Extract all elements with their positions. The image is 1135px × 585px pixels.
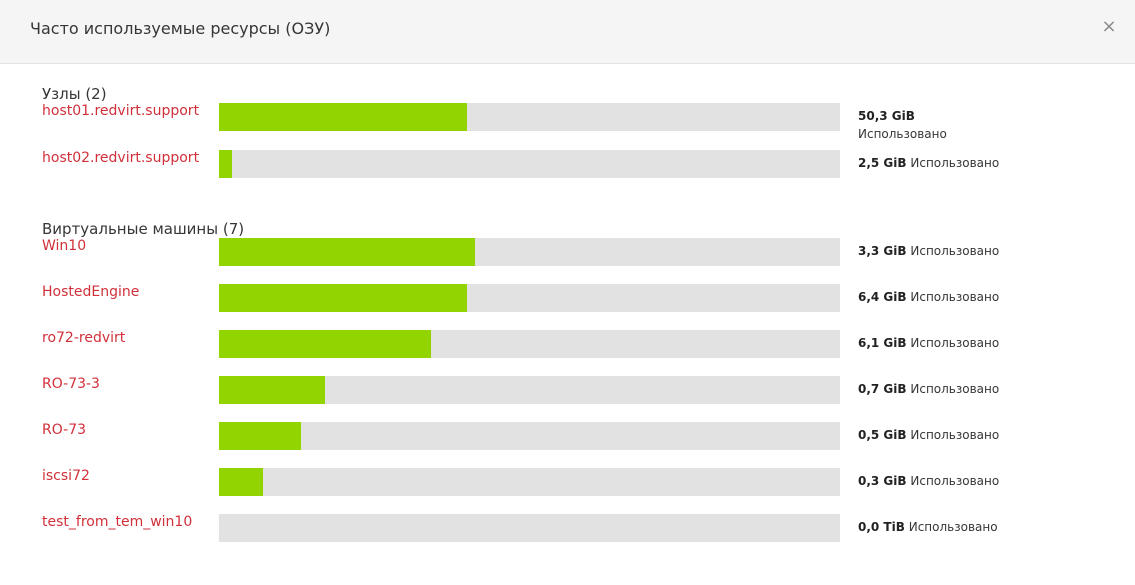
usage-bar-fill bbox=[219, 468, 264, 496]
usage-amount: 2,5 GiB bbox=[858, 156, 907, 170]
usage-suffix: Использовано bbox=[910, 382, 1000, 396]
usage-suffix: Использовано bbox=[910, 428, 1000, 442]
usage-value: 6,4 GiB Использовано bbox=[858, 288, 1038, 306]
vm-row: ro72-redvirt 6,1 GiB Использовано bbox=[0, 330, 1135, 370]
usage-value: 0,0 TiB Использовано bbox=[858, 518, 1038, 536]
vm-row: Win10 3,3 GiB Использовано bbox=[0, 238, 1135, 278]
usage-value: 3,3 GiB Использовано bbox=[858, 242, 1038, 260]
usage-bar-fill bbox=[219, 376, 326, 404]
usage-suffix: Использовано bbox=[910, 474, 1000, 488]
vm-link[interactable]: ro72-redvirt bbox=[42, 330, 126, 346]
vm-link[interactable]: test_from_tem_win10 bbox=[42, 514, 193, 530]
usage-bar bbox=[219, 468, 840, 496]
usage-suffix: Использовано bbox=[908, 520, 998, 534]
vm-link[interactable]: RO-73-3 bbox=[42, 376, 100, 392]
usage-bar-fill bbox=[219, 422, 301, 450]
usage-amount: 6,4 GiB bbox=[858, 290, 907, 304]
usage-bar bbox=[219, 103, 840, 131]
vm-row: iscsi72 0,3 GiB Использовано bbox=[0, 468, 1135, 508]
usage-amount: 0,7 GiB bbox=[858, 382, 907, 396]
usage-bar-fill bbox=[219, 284, 468, 312]
usage-value: 6,1 GiB Использовано bbox=[858, 334, 1038, 352]
usage-suffix: Использовано bbox=[910, 336, 1000, 350]
usage-amount: 6,1 GiB bbox=[858, 336, 907, 350]
host-row: host01.redvirt.support 50,3 GiB Использо… bbox=[0, 103, 1135, 143]
usage-suffix: Использовано bbox=[910, 290, 1000, 304]
usage-bar bbox=[219, 330, 840, 358]
usage-suffix: Использовано bbox=[910, 244, 1000, 258]
usage-bar bbox=[219, 422, 840, 450]
usage-bar-fill bbox=[219, 150, 233, 178]
vms-section-title: Виртуальные машины (7) bbox=[42, 220, 245, 238]
usage-value: 0,5 GiB Использовано bbox=[858, 426, 1038, 444]
usage-bar bbox=[219, 150, 840, 178]
vm-row: RO-73 0,5 GiB Использовано bbox=[0, 422, 1135, 462]
vm-link[interactable]: iscsi72 bbox=[42, 468, 90, 484]
vm-link[interactable]: HostedEngine bbox=[42, 284, 140, 300]
close-icon[interactable]: × bbox=[1101, 16, 1117, 37]
hosts-section-title: Узлы (2) bbox=[42, 85, 107, 103]
usage-bar-fill bbox=[219, 103, 468, 131]
usage-amount: 50,3 GiB bbox=[858, 109, 915, 123]
usage-amount: 3,3 GiB bbox=[858, 244, 907, 258]
usage-value: 0,7 GiB Использовано bbox=[858, 380, 1038, 398]
usage-value: 50,3 GiB Использовано bbox=[858, 107, 1038, 143]
usage-bar bbox=[219, 284, 840, 312]
modal-title: Часто используемые ресурсы (ОЗУ) bbox=[30, 19, 331, 38]
vm-row: test_from_tem_win10 0,0 TiB Использовано bbox=[0, 514, 1135, 554]
modal-header: Часто используемые ресурсы (ОЗУ) × bbox=[0, 0, 1135, 64]
usage-amount: 0,5 GiB bbox=[858, 428, 907, 442]
host-link[interactable]: host01.redvirt.support bbox=[42, 103, 200, 119]
usage-suffix: Использовано bbox=[910, 156, 1000, 170]
usage-bar bbox=[219, 376, 840, 404]
vm-link[interactable]: Win10 bbox=[42, 238, 87, 254]
usage-bar-fill bbox=[219, 330, 431, 358]
usage-amount: 0,3 GiB bbox=[858, 474, 907, 488]
vm-link[interactable]: RO-73 bbox=[42, 422, 87, 438]
host-row: host02.redvirt.support 2,5 GiB Использов… bbox=[0, 150, 1135, 190]
usage-suffix: Использовано bbox=[858, 127, 947, 141]
usage-value: 2,5 GiB Использовано bbox=[858, 154, 1038, 172]
vm-row: RO-73-3 0,7 GiB Использовано bbox=[0, 376, 1135, 416]
vm-row: HostedEngine 6,4 GiB Использовано bbox=[0, 284, 1135, 324]
usage-bar-fill bbox=[219, 238, 475, 266]
usage-amount: 0,0 TiB bbox=[858, 520, 905, 534]
usage-value: 0,3 GiB Использовано bbox=[858, 472, 1038, 490]
host-link[interactable]: host02.redvirt.support bbox=[42, 150, 200, 166]
usage-bar bbox=[219, 514, 840, 542]
usage-bar bbox=[219, 238, 840, 266]
